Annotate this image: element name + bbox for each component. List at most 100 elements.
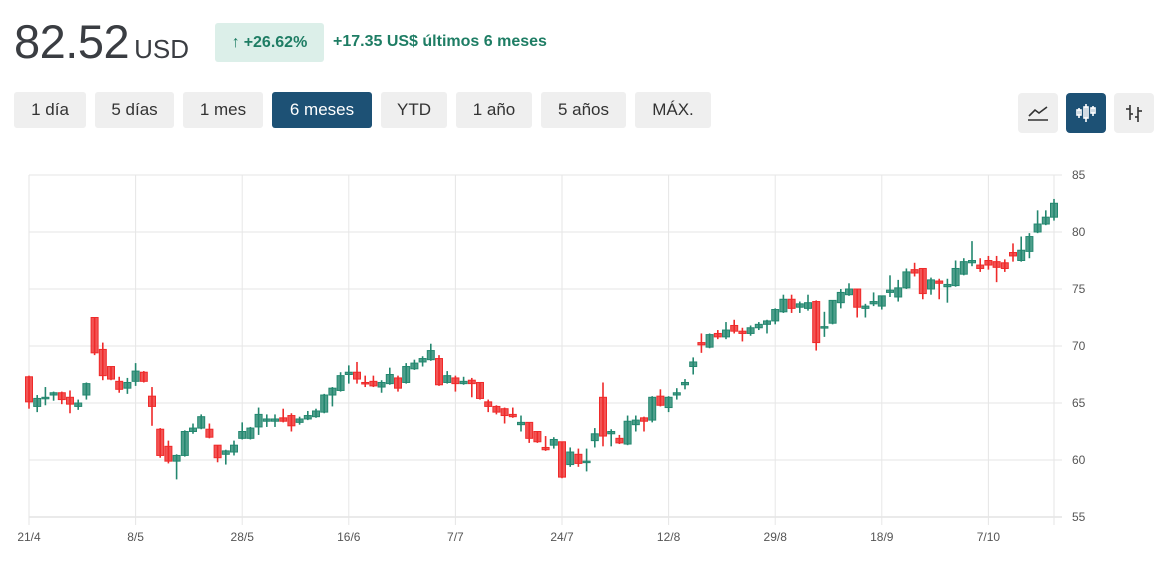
candle-down [164,445,173,462]
candle-up [1041,216,1050,225]
range-button-1[interactable]: 5 días [95,92,174,128]
y-tick-label: 55 [1072,510,1086,524]
candle-down [738,330,747,334]
candle-up [254,413,263,428]
candle-up [631,419,640,426]
range-button-0[interactable]: 1 día [14,92,86,128]
candle-down [98,348,107,377]
candle-up [689,361,698,368]
candle-down [574,453,583,464]
candle-up [385,374,394,385]
candle-down [279,417,288,422]
candlestick-chart-icon [1075,103,1097,123]
x-tick-label: 29/8 [764,530,788,544]
candle-down [640,417,648,422]
candle-up [426,350,435,361]
candle-up [968,260,976,264]
candlestick-chart-button[interactable] [1066,93,1106,133]
range-button-3[interactable]: 6 meses [272,92,372,128]
candle-down [57,392,66,401]
candle-up [582,460,591,464]
candle-up [328,387,337,396]
candle-up [123,381,132,389]
candle-up [262,418,271,422]
candle-up [951,267,960,287]
candle-down [435,358,443,386]
candle-down [787,298,796,309]
candle-down [115,380,124,390]
candle-down [533,431,542,443]
candle-down [66,396,74,405]
candle-down [508,413,517,418]
candle-up [549,438,558,446]
candle-up [459,380,468,385]
x-tick-label: 8/5 [127,530,144,544]
candle-up [771,309,780,322]
price-value: 82.52 [14,15,130,68]
y-tick-label: 80 [1072,225,1086,239]
price-currency: USD [134,34,190,64]
range-button-2[interactable]: 1 mes [183,92,263,128]
range-button-6[interactable]: 5 años [541,92,626,128]
candle-up [886,289,894,293]
candle-down [451,377,460,385]
candle-up [189,427,197,432]
candle-up [746,327,755,334]
range-button-5[interactable]: 1 año [456,92,532,128]
candle-up [49,392,58,396]
change-summary: +17.35 US$ últimos 6 meses [333,33,547,51]
candle-down [984,260,993,266]
candle-up [590,433,599,442]
range-button-7[interactable]: MÁX. [635,92,711,128]
candle-down [492,405,501,413]
candle-down [90,317,99,354]
candle-up [877,295,886,307]
candle-up [246,427,255,439]
candle-down [484,401,493,407]
candle-up [927,279,935,290]
candle-up [722,329,730,338]
ohlc-bar-chart-button[interactable] [1114,93,1154,133]
candle-down [205,428,214,438]
candle-up [303,415,312,420]
candle-down [935,280,944,284]
candle-up [566,451,575,466]
candle-down [599,396,607,437]
candle-up [1050,202,1058,218]
candle-up [517,421,525,426]
candle-down [156,428,165,456]
ohlc-bar-chart-icon [1123,103,1145,123]
line-chart-button[interactable] [1018,93,1058,133]
candle-down [361,381,370,385]
candle-up [705,334,714,348]
candle-down [525,421,534,439]
change-period: últimos 6 meses [422,33,547,50]
candle-up [221,450,230,455]
candle-down [853,288,862,308]
candle-up [648,396,657,421]
range-button-4[interactable]: YTD [381,92,447,128]
candle-down [500,408,509,417]
candle-up [344,371,353,376]
candle-up [82,383,91,396]
candle-down [369,380,378,387]
candle-up [754,323,763,329]
candle-up [763,320,771,325]
candle-down [1000,262,1009,269]
candle-up [795,303,804,308]
candle-up [894,287,903,298]
candle-down [910,269,919,274]
current-price: 82.52 USD [14,14,189,69]
candle-up [902,271,911,289]
candle-up [861,305,870,309]
candle-down [697,342,706,346]
candle-down [287,415,296,427]
candle-up [238,431,247,439]
x-tick-label: 7/10 [977,530,1001,544]
candle-down [148,395,156,407]
candle-down [476,381,484,399]
candle-up [443,375,452,383]
candle-up [664,396,673,409]
line-chart-icon [1027,105,1049,121]
